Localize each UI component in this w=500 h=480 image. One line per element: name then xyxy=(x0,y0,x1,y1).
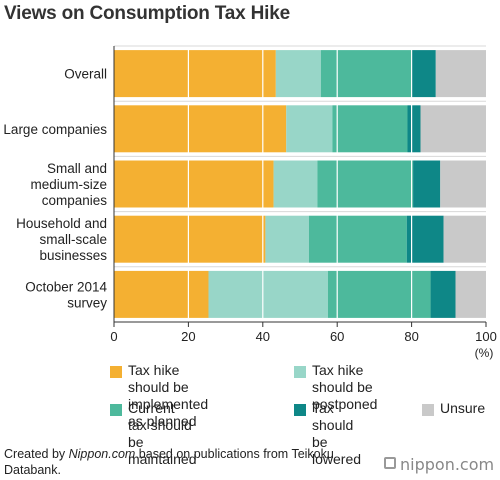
bar-segment xyxy=(327,270,431,318)
legend-label: Tax hike should be implemented as planne… xyxy=(128,362,209,429)
x-tick-label: 0 xyxy=(110,329,117,344)
bar-segment xyxy=(114,50,276,98)
category-label: Large companies xyxy=(3,122,107,137)
category-label: Small and medium-size companies xyxy=(30,161,107,208)
legend-swatch xyxy=(422,404,434,416)
stacked-bar-chart: Overall Large companies Small and medium-si… xyxy=(3,45,497,360)
bar-segment xyxy=(407,105,421,153)
bar-segment xyxy=(435,50,486,98)
bar-segment xyxy=(286,105,333,153)
legend-label: Tax hike should be postponed xyxy=(312,362,378,412)
bar-segment xyxy=(413,160,441,208)
bar-segment xyxy=(114,105,287,153)
source-note: Created by Nippon.com based on publicati… xyxy=(4,446,334,478)
x-tick-label: 100 xyxy=(475,329,497,344)
chart-title: Views on Consumption Tax Hike xyxy=(4,3,290,24)
category-label: Overall xyxy=(64,67,107,82)
bar-segment xyxy=(430,270,456,318)
x-tick-label: 60 xyxy=(330,329,344,344)
bar-segment xyxy=(406,215,444,263)
category-label: Household and small-scale businesses xyxy=(16,216,107,263)
bar-segment xyxy=(114,215,266,263)
category-label: October 2014 survey xyxy=(25,279,107,310)
legend-label: Tax should be lowered xyxy=(312,400,362,467)
bar-segment xyxy=(275,50,321,98)
bar-segment xyxy=(265,215,309,263)
bar-segment xyxy=(411,50,436,98)
source-suffix: based on publications from Teikoku Datab… xyxy=(4,447,334,477)
bar-segment xyxy=(308,215,407,263)
bar-segment xyxy=(320,50,412,98)
x-tick-label: 80 xyxy=(404,329,418,344)
bar-segment xyxy=(114,160,274,208)
brand-logo: nippon.com xyxy=(384,455,494,474)
legend-swatch xyxy=(110,366,122,378)
x-unit-label: (%) xyxy=(475,346,494,360)
legend-label: Unsure xyxy=(440,400,486,416)
bar-segment xyxy=(114,270,209,318)
bar-segment xyxy=(273,160,318,208)
bar-segment xyxy=(332,105,408,153)
brand-mark-icon xyxy=(384,457,396,469)
bar-segment xyxy=(208,270,328,318)
bar-segment xyxy=(317,160,414,208)
bar-segment xyxy=(420,105,486,153)
source-name: Nippon.com xyxy=(68,447,136,461)
x-tick-label: 20 xyxy=(181,329,195,344)
bar-segment xyxy=(443,215,486,263)
legend-swatch xyxy=(110,404,122,416)
legend-swatch xyxy=(294,404,306,416)
legend-swatch xyxy=(294,366,306,378)
brand-name: nippon.com xyxy=(400,455,495,474)
bar-segment xyxy=(440,160,486,208)
legend-label: Current tax should be maintained xyxy=(128,400,197,467)
source-prefix: Created by xyxy=(4,447,69,461)
x-tick-label: 40 xyxy=(256,329,270,344)
bar-segment xyxy=(455,270,486,318)
